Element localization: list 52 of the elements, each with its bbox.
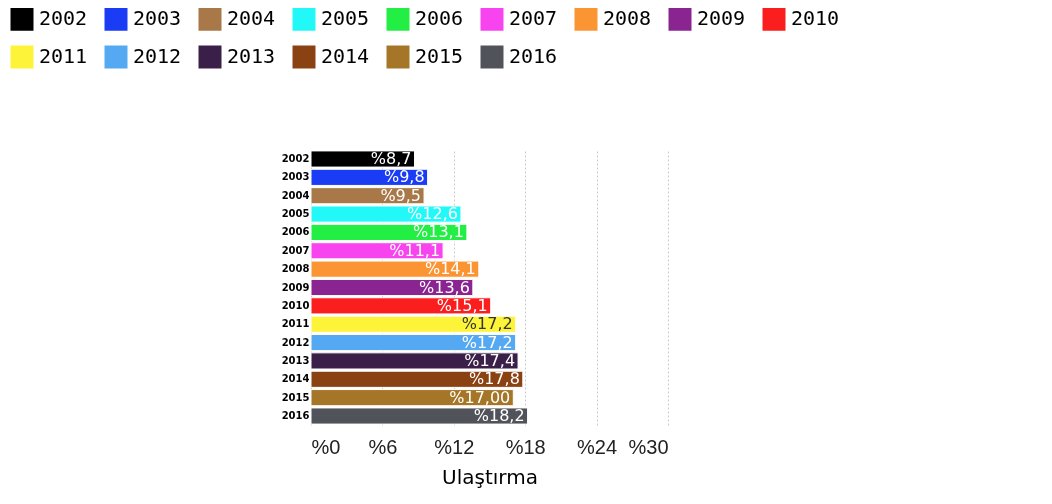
data-label: %15,1	[436, 295, 488, 315]
y-tick-label: 2005	[281, 208, 310, 220]
y-tick-label: 2013	[281, 354, 310, 366]
data-label: %14,1	[424, 259, 476, 279]
y-tick-label: 2010	[281, 299, 310, 311]
y-tick-label: 2015	[281, 391, 310, 403]
data-label: %17,4	[464, 350, 516, 370]
data-label: %17,8	[468, 369, 520, 389]
legend-label: 2014	[321, 44, 370, 68]
legend-label: 2012	[133, 44, 182, 68]
data-label: %8,7	[370, 149, 412, 168]
x-tick-label: %12	[434, 435, 475, 458]
data-label: %12,6	[407, 204, 458, 224]
y-tick-label: 2011	[281, 318, 310, 330]
legend-label: 2011	[39, 44, 88, 68]
legend-label: 2016	[509, 44, 558, 68]
legend-label: 2006	[415, 6, 464, 31]
y-tick-label: 2006	[281, 226, 310, 238]
legend-label: 2005	[321, 6, 370, 31]
legend-label: 2010	[791, 6, 840, 31]
x-tick-label: %24	[577, 435, 618, 458]
x-tick-label: %30	[628, 435, 669, 458]
x-tick-label: %6	[368, 435, 398, 458]
x-axis-title: Ulaştırma	[442, 464, 538, 489]
legend-label: 2009	[697, 6, 746, 31]
data-label: %13,1	[413, 222, 464, 242]
legend-label: 2004	[227, 6, 276, 31]
y-tick-label: 2014	[281, 373, 310, 385]
y-tick-label: 2004	[281, 189, 310, 201]
y-tick-label: 2003	[281, 171, 310, 183]
data-label: %17,2	[461, 314, 513, 334]
x-tick-label: %0	[311, 435, 341, 458]
legend-label: 2002	[39, 6, 88, 31]
y-tick-label: 2002	[281, 153, 310, 164]
legend-label: 2003	[133, 6, 182, 31]
y-tick-label: 2007	[281, 244, 310, 256]
y-tick-label: 2008	[281, 263, 310, 275]
y-tick-label: 2012	[281, 336, 310, 348]
legend-label: 2015	[415, 44, 464, 68]
x-tick-label: %18	[505, 435, 546, 458]
legend-label: 2013	[227, 44, 276, 68]
data-label: %17,00	[449, 387, 511, 407]
data-label: %9,8	[383, 167, 425, 187]
legend-label: 2008	[603, 6, 652, 31]
data-label: %11,1	[389, 240, 441, 260]
y-tick-label: 2009	[281, 281, 310, 293]
y-tick-label: 2016	[281, 410, 310, 421]
data-label: %13,6	[419, 277, 470, 297]
legend-label: 2007	[509, 6, 558, 31]
data-label: %9,5	[380, 185, 422, 205]
data-label: %18,2	[473, 406, 525, 425]
data-label: %17,2	[461, 332, 513, 352]
